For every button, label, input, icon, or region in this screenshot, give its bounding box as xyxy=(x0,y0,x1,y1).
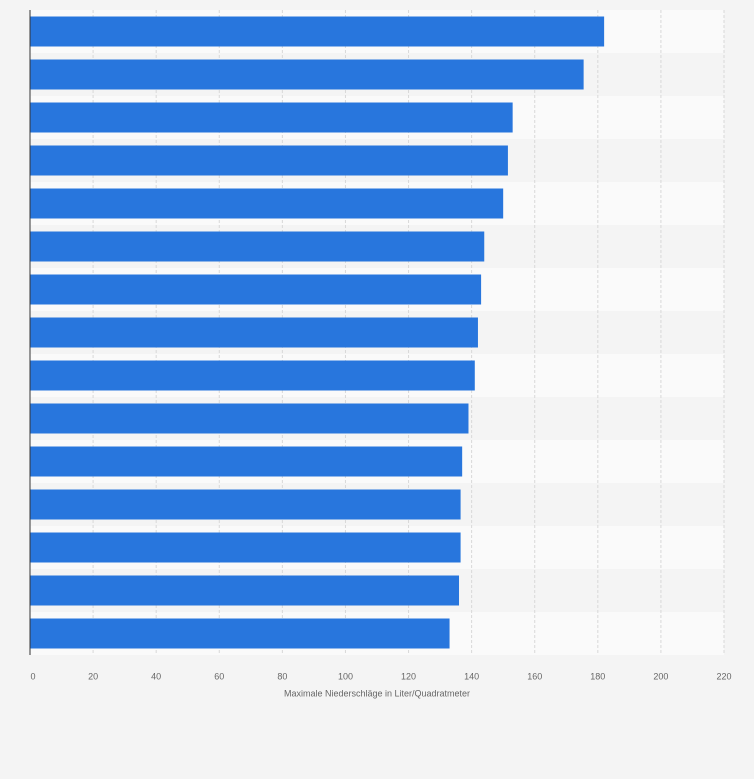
x-tick-label: 220 xyxy=(716,671,731,681)
bar xyxy=(30,489,461,520)
x-tick-label: 180 xyxy=(590,671,605,681)
x-tick-label: 20 xyxy=(88,671,98,681)
bar xyxy=(30,102,513,133)
x-tick-label: 100 xyxy=(338,671,353,681)
bar xyxy=(30,16,605,47)
x-axis-label: Maximale Niederschläge in Liter/Quadratm… xyxy=(284,688,470,698)
x-tick-label: 0 xyxy=(30,671,35,681)
x-tick-label: 40 xyxy=(151,671,161,681)
bar xyxy=(30,360,475,391)
x-tick-label: 140 xyxy=(464,671,479,681)
bar xyxy=(30,188,504,219)
bar xyxy=(30,403,469,434)
x-tick-label: 120 xyxy=(401,671,416,681)
bar xyxy=(30,145,508,176)
x-tick-label: 80 xyxy=(277,671,287,681)
bar xyxy=(30,317,478,348)
x-tick-label: 200 xyxy=(653,671,668,681)
bar xyxy=(30,446,463,477)
bar xyxy=(30,59,584,90)
bar xyxy=(30,575,460,606)
bar xyxy=(30,532,461,563)
bar xyxy=(30,231,485,262)
bar xyxy=(30,274,482,305)
x-tick-label: 60 xyxy=(214,671,224,681)
x-tick-label: 160 xyxy=(527,671,542,681)
bar xyxy=(30,618,450,649)
